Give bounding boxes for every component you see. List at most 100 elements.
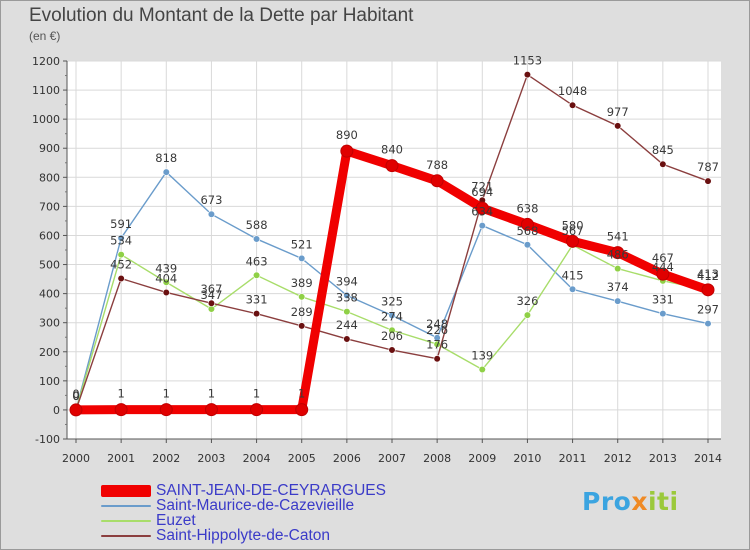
- data-label-saint-jean-de-ceyrargues-2006: 890: [336, 128, 358, 142]
- point-saint-jean-de-ceyrargues-2014: [701, 283, 715, 297]
- y-tick-label-1100: 1100: [32, 84, 60, 97]
- point-euzet-2006: [343, 308, 351, 316]
- legend-item-saint-maurice[interactable]: Saint-Maurice-de-Cazevieille: [101, 496, 386, 514]
- point-saint-maurice-de-cazevieille-2012: [614, 297, 622, 305]
- x-tick-label-2002: 2002: [152, 452, 180, 465]
- x-tick-label-2013: 2013: [649, 452, 677, 465]
- x-tick-label-2005: 2005: [288, 452, 316, 465]
- point-euzet-2002: [162, 278, 170, 286]
- legend-swatch-saint-jean: [101, 484, 151, 497]
- x-tick-label-2004: 2004: [243, 452, 271, 465]
- data-label-euzet-2010: 326: [516, 294, 538, 308]
- point-saint-hippolyte-de-caton-2001: [117, 274, 125, 283]
- proxiti-logo: Proxiti: [582, 487, 679, 516]
- data-label-saint-hippolyte-de-caton-2000: 0: [72, 389, 79, 403]
- point-saint-jean-de-ceyrargues-2011: [566, 234, 580, 248]
- y-tick-label-200: 200: [39, 346, 60, 359]
- data-label-saint-maurice-de-cazevieille-2010: 568: [516, 224, 538, 238]
- data-label-saint-hippolyte-de-caton-2003: 367: [200, 282, 222, 296]
- point-saint-maurice-de-cazevieille-2002: [162, 168, 170, 176]
- data-label-saint-hippolyte-de-caton-2004: 331: [246, 293, 268, 307]
- data-label-saint-maurice-de-cazevieille-2014: 297: [697, 303, 719, 317]
- data-label-saint-jean-de-ceyrargues-2000: 0: [72, 387, 79, 401]
- data-label-saint-jean-de-ceyrargues-2002: 1: [163, 387, 170, 401]
- point-saint-jean-de-ceyrargues-2001: [114, 403, 128, 417]
- point-saint-maurice-de-cazevieille-2004: [252, 235, 261, 243]
- y-tick-label-700: 700: [39, 200, 60, 213]
- data-label-saint-hippolyte-de-caton-2014: 787: [697, 160, 719, 174]
- legend-label-saint-hippolyte: Saint-Hippolyte-de-Caton: [156, 526, 331, 544]
- point-saint-jean-de-ceyrargues-2007: [385, 159, 399, 173]
- point-euzet-2001: [117, 251, 125, 259]
- y-axis-ticks: -100 0 100 200 300 400 500 600 700 800 900 1000 1100…: [32, 55, 67, 446]
- logo-part-1: Pro: [582, 487, 632, 516]
- point-saint-jean-de-ceyrargues-2005: [295, 403, 309, 417]
- point-saint-hippolyte-de-caton-2005: [298, 322, 306, 330]
- data-label-saint-hippolyte-de-caton-2012: 977: [607, 105, 629, 119]
- data-label-saint-hippolyte-de-caton-2013: 845: [652, 143, 674, 157]
- legend-item-euzet[interactable]: Euzet: [101, 511, 386, 529]
- point-saint-hippolyte-de-caton-2011: [568, 101, 577, 109]
- data-label-saint-jean-de-ceyrargues-2001: 1: [117, 387, 124, 401]
- y-tick-label-500: 500: [39, 259, 60, 272]
- y-tick-label-0: 0: [53, 404, 60, 417]
- x-tick-label-2006: 2006: [333, 452, 361, 465]
- data-label-saint-jean-de-ceyrargues-2005: 1: [298, 387, 305, 401]
- point-saint-jean-de-ceyrargues-2012: [611, 246, 625, 260]
- point-saint-jean-de-ceyrargues-2013: [656, 267, 670, 281]
- data-label-saint-maurice-de-cazevieille-2013: 331: [652, 293, 674, 307]
- data-label-saint-jean-de-ceyrargues-2004: 1: [253, 387, 260, 401]
- logo-part-2: x: [631, 487, 648, 516]
- data-label-saint-hippolyte-de-caton-2007: 206: [381, 329, 403, 343]
- legend-item-saint-jean[interactable]: SAINT-JEAN-DE-CEYRARGUES: [101, 482, 386, 499]
- data-label-euzet-2014: 412: [697, 269, 719, 283]
- y-tick-label-100: 100: [39, 375, 60, 388]
- point-saint-hippolyte-de-caton-2006: [343, 335, 351, 343]
- y-tick-label-1200: 1200: [32, 55, 60, 68]
- legend-item-saint-hippolyte[interactable]: Saint-Hippolyte-de-Caton: [101, 526, 386, 544]
- x-tick-label-2012: 2012: [604, 452, 632, 465]
- legend-swatch-saint-hippolyte: [101, 534, 151, 537]
- data-label-saint-hippolyte-de-caton-2010: 1153: [513, 54, 542, 68]
- data-label-euzet-2004: 463: [246, 254, 268, 268]
- point-saint-jean-de-ceyrargues-2006: [340, 144, 354, 158]
- chart-title: Evolution du Montant de la Dette par Hab…: [29, 5, 414, 26]
- point-euzet-2004: [252, 271, 261, 279]
- data-label-euzet-2005: 389: [291, 276, 313, 290]
- x-tick-label-2010: 2010: [513, 452, 541, 465]
- data-label-saint-maurice-de-cazevieille-2007: 325: [381, 294, 403, 308]
- data-label-euzet-2007: 274: [381, 309, 403, 323]
- y-tick-label-800: 800: [39, 171, 60, 184]
- data-label-saint-hippolyte-de-caton-2006: 244: [336, 318, 358, 332]
- point-saint-hippolyte-de-caton-2014: [704, 177, 712, 185]
- legend-label-euzet: Euzet: [156, 511, 196, 529]
- data-label-euzet-2012: 486: [607, 248, 629, 262]
- data-label-saint-maurice-de-cazevieille-2002: 818: [155, 151, 177, 165]
- x-tick-label-2003: 2003: [197, 452, 225, 465]
- point-saint-hippolyte-de-caton-2008: [433, 355, 441, 363]
- point-saint-hippolyte-de-caton-2010: [523, 71, 532, 79]
- point-saint-maurice-de-cazevieille-2003: [207, 210, 216, 218]
- point-saint-hippolyte-de-caton-2002: [162, 288, 170, 297]
- data-label-euzet-2001: 534: [110, 234, 132, 248]
- data-label-saint-maurice-de-cazevieille-2003: 673: [200, 193, 222, 207]
- data-label-euzet-2006: 338: [336, 291, 358, 305]
- data-label-saint-maurice-de-cazevieille-2005: 521: [291, 237, 313, 251]
- data-label-saint-maurice-de-cazevieille-2001: 591: [110, 217, 132, 231]
- data-label-euzet-2009: 139: [471, 349, 493, 363]
- data-label-saint-hippolyte-de-caton-2002: 404: [155, 271, 177, 285]
- point-saint-hippolyte-de-caton-2004: [252, 310, 261, 318]
- point-saint-jean-de-ceyrargues-2009: [475, 201, 489, 215]
- point-saint-maurice-de-cazevieille-2005: [298, 254, 306, 263]
- point-euzet-2012: [614, 265, 622, 273]
- data-label-saint-jean-de-ceyrargues-2008: 788: [426, 158, 448, 172]
- point-saint-maurice-de-cazevieille-2010: [523, 241, 532, 249]
- data-label-euzet-2013: 444: [652, 260, 674, 274]
- data-label-saint-jean-de-ceyrargues-2003: 1: [208, 387, 215, 401]
- legend-swatch-saint-maurice: [101, 504, 151, 507]
- logo-part-3: iti: [647, 487, 679, 516]
- point-saint-maurice-de-cazevieille-2006: [343, 291, 351, 299]
- legend-label-saint-maurice: Saint-Maurice-de-Cazevieille: [156, 496, 355, 514]
- data-label-saint-maurice-de-cazevieille-2000: 0: [72, 389, 79, 403]
